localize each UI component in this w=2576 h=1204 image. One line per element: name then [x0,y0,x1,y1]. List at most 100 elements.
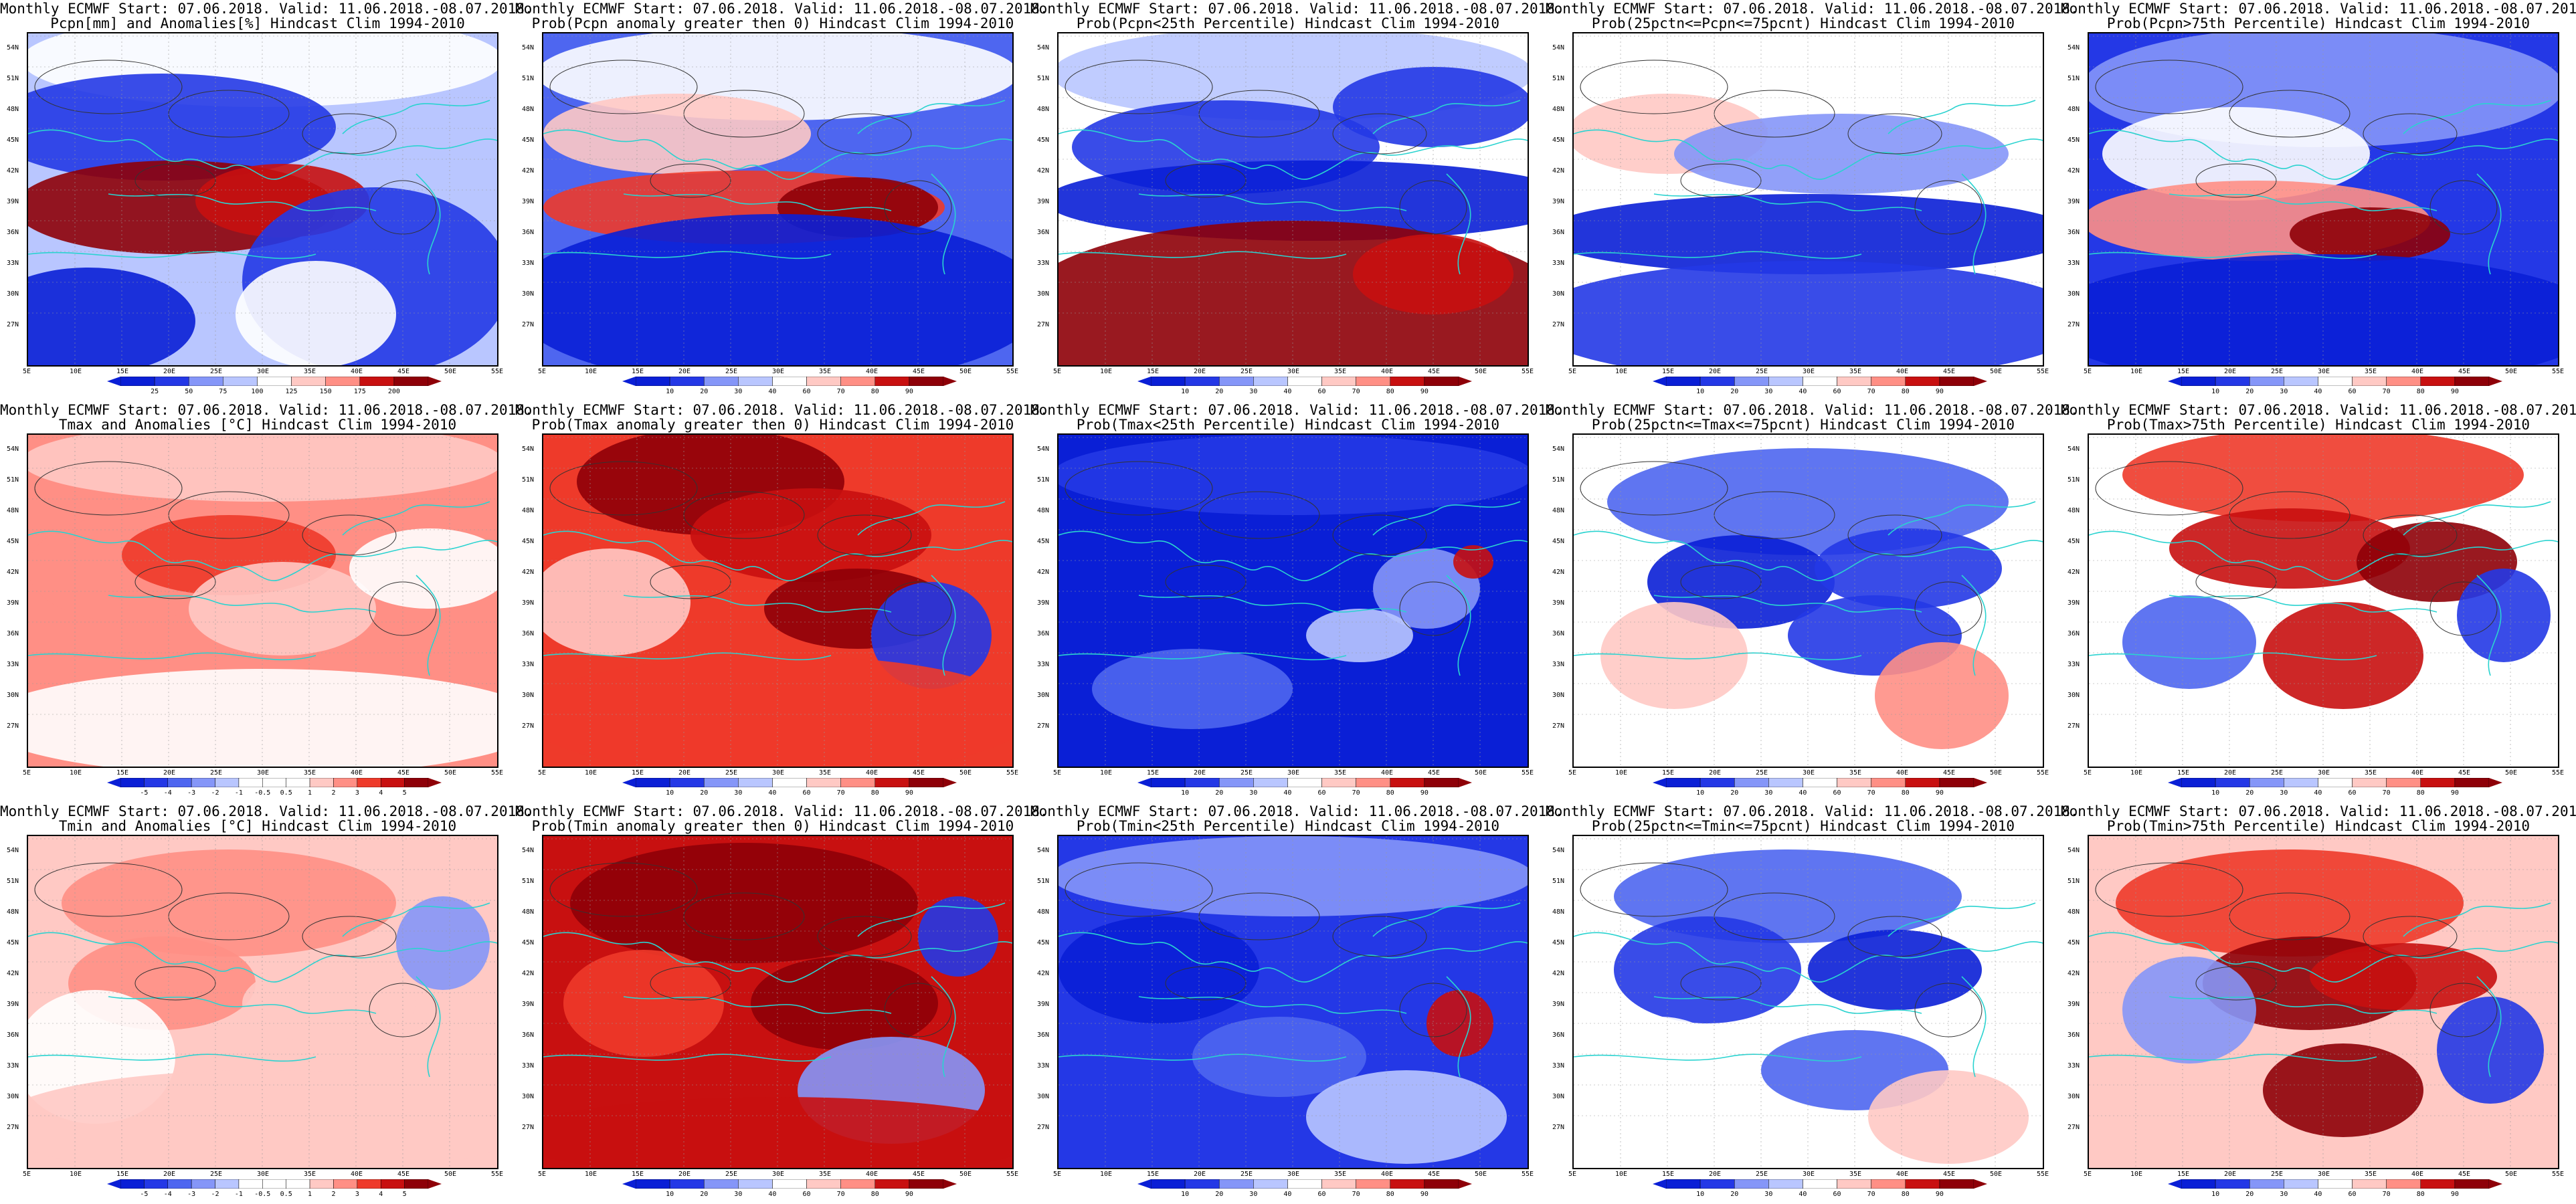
color-bar-tick-label: 80 [2416,388,2425,395]
color-bar-arrow-left [1653,377,1666,386]
map-field [1059,836,1528,1168]
latitude-label: 39N [1037,198,1050,205]
color-bar-segment [738,1179,773,1189]
coastline [1059,251,1347,260]
latitude-label: 33N [1037,1062,1050,1070]
longitude-label: 15E [2177,1171,2190,1178]
color-bar-tick-label: 60 [802,789,811,797]
latitude-label: 42N [522,167,535,175]
coastline [857,902,1006,937]
latitude-label: 42N [7,569,19,576]
field-region [2122,435,2524,522]
longitude-label: 5E [23,769,31,777]
coastline [416,976,441,1078]
coastline [2089,129,2558,180]
color-bar-tick-label: 30 [1249,388,1258,395]
latitude-label: 51N [7,476,19,484]
contour-line [2095,862,2243,917]
longitude-label: 15E [1147,368,1160,375]
latitude-label: 54N [7,445,19,453]
field-region [1600,602,1748,709]
color-bar [2168,1179,2502,1189]
contour-line [1847,113,1942,155]
coastline [108,996,377,1014]
map-panel: Monthly ECMWF Start: 07.06.2018. Valid: … [515,0,1048,401]
longitude-label: 45E [2458,1171,2471,1178]
latitude-label: 45N [2067,939,2080,946]
color-bar-segment [144,778,169,787]
color-bar-segment [840,1179,876,1189]
longitude-label: 55E [1522,769,1534,777]
contour-line [650,966,731,1001]
coastline [1653,193,1922,211]
color-bar-segment [1390,778,1425,787]
color-bar-segment [120,778,145,787]
longitude-label: 55E [1006,769,1019,777]
panel-title-line1: Monthly ECMWF Start: 07.06.2018. Valid: … [515,1,1048,17]
longitude-label: 15E [1147,769,1160,777]
color-bar-tick-label: -2 [211,1191,219,1198]
latitude-label: 45N [1037,538,1050,545]
contour-line [2095,461,2243,516]
coastline [2476,575,2502,676]
coastline [1059,530,1528,581]
field-region [242,963,416,1043]
field-region [1333,67,1528,147]
color-bar-tick-label: 40 [768,789,777,797]
color-bar-tick-label: 40 [768,1191,777,1198]
color-bar-tick-label: 200 [387,388,400,395]
color-bar-tick-label: 90 [905,789,913,797]
color-bar-tick-label: 80 [2416,789,2425,797]
contour-line [1065,60,1213,114]
field-region [1875,642,2009,749]
longitude-label: 50E [1475,368,1487,375]
coastline [2089,530,2558,581]
latitude-label: 48N [1037,507,1050,514]
longitude-label: 35E [1849,1171,1862,1178]
latitude-label: 51N [2067,75,2080,82]
contour-line [1332,514,1427,556]
color-bar-tick-label: -5 [140,1191,149,1198]
latitude-label: 51N [522,476,535,484]
panel-title-line1: Monthly ECMWF Start: 07.06.2018. Valid: … [1546,402,2079,418]
latitude-label: 48N [2067,106,2080,113]
latitude-label: 36N [1037,229,1050,236]
latitude-label: 54N [522,44,535,52]
latitude-label: 54N [2067,445,2080,453]
latitude-label: 51N [1552,476,1565,484]
coastline [1372,100,1521,134]
panel-title-line2: Prob(25pctn<=Pcpn<=75pcnt) Hindcast Clim… [1591,15,2015,31]
color-bar-segment [223,377,258,386]
longitude-label: 55E [2552,368,2565,375]
map-panel: Monthly ECMWF Start: 07.06.2018. Valid: … [2061,0,2576,401]
color-bar-tick-label: 5 [402,789,407,797]
color-bar-tick-label: 90 [1420,1191,1429,1198]
color-bar-tick-label: 20 [1730,789,1739,797]
color-bar-tick-label: 90 [1935,388,1944,395]
color-bar-tick-label: 30 [1764,388,1773,395]
longitude-label: 55E [2037,1171,2049,1178]
color-bar-segment [669,377,705,386]
color-bar-tick-label: 80 [2416,1191,2425,1198]
color-bar-segment [1287,377,1322,386]
longitude-label: 15E [2177,769,2190,777]
color-bar-segment [1939,1179,1974,1189]
color-bar-tick-label: 3 [355,1191,359,1198]
coastline [1574,652,1862,661]
map-area [2088,433,2559,768]
latitude-label: 42N [1037,167,1050,175]
latitude-label: 33N [1552,1062,1565,1070]
color-bar-tick-label: 40 [1283,789,1292,797]
coastline [1574,530,2043,581]
field-region [543,94,811,174]
contour-line [134,163,216,198]
longitude-label: 40E [351,769,363,777]
latitude-label: 42N [1037,569,1050,576]
color-bar-arrow-left [1137,1179,1151,1189]
latitude-label: 45N [1037,939,1050,946]
coastline [1059,932,1528,983]
field-region [1587,1017,1734,1137]
map-area [1572,433,2044,768]
latitude-label: 27N [7,321,19,328]
color-bar-arrow-right [2489,1179,2502,1189]
